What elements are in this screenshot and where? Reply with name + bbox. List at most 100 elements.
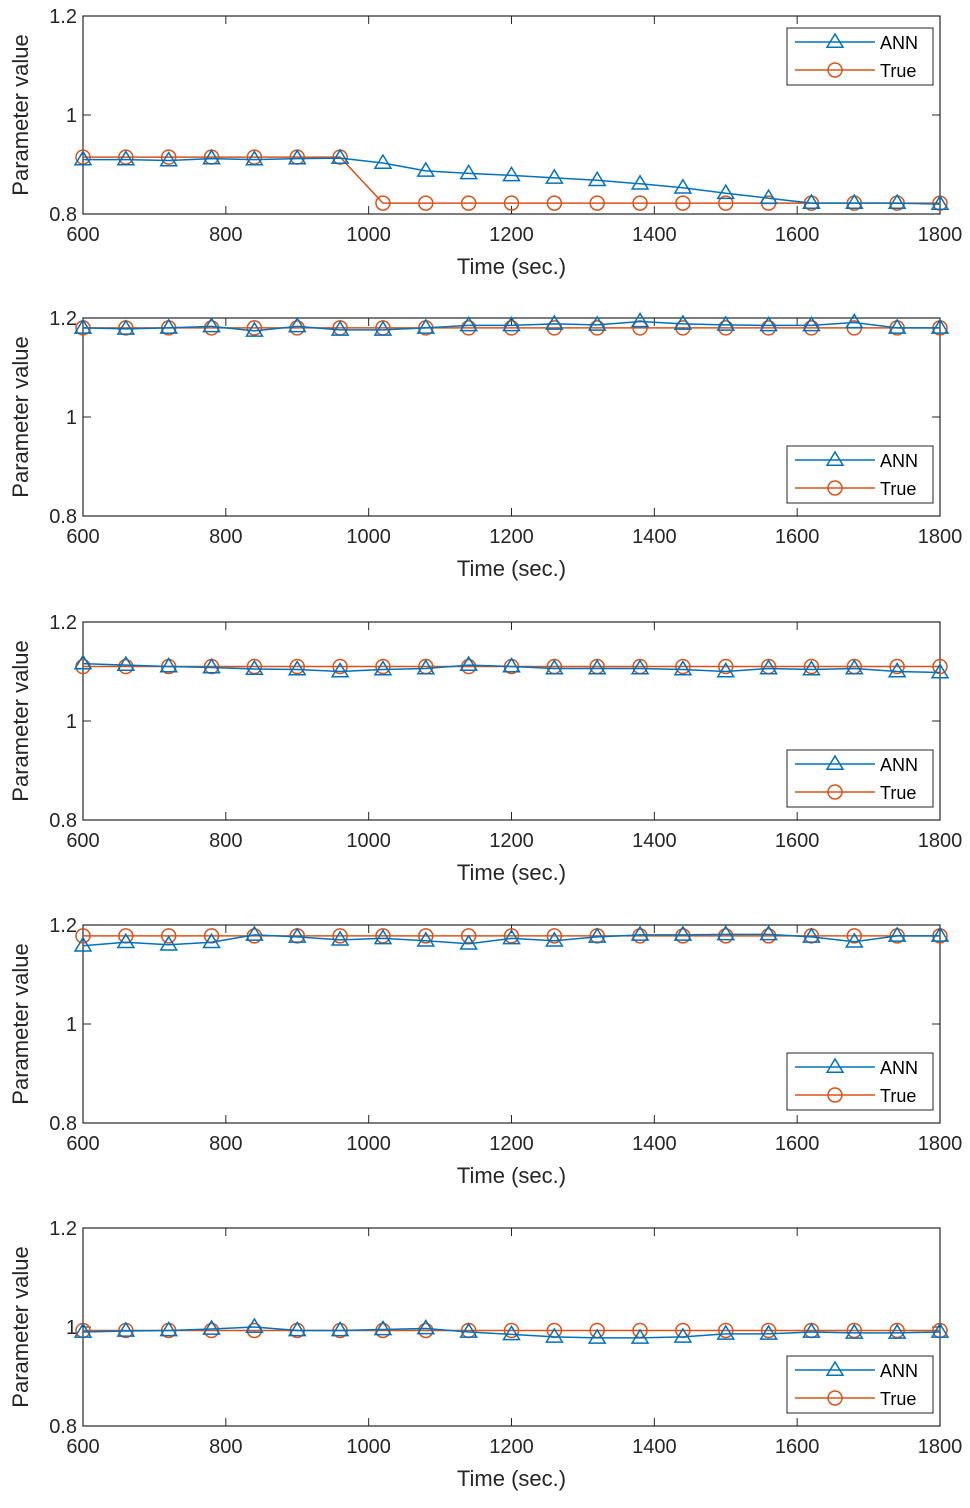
- ann-point: [416, 161, 436, 177]
- ann-point: [373, 928, 393, 945]
- y-axis-label: Parameter value: [8, 640, 33, 801]
- x-tick-label: 1000: [346, 526, 391, 548]
- y-tick-label: 1.2: [49, 915, 77, 937]
- x-tick-label: 1000: [346, 224, 391, 246]
- ann-point: [159, 935, 179, 951]
- ann-point: [887, 318, 907, 334]
- ann-point: [73, 654, 93, 670]
- x-axis-label: Time (sec.): [457, 254, 566, 279]
- legend-box: [786, 1052, 934, 1111]
- true-point: [203, 320, 220, 336]
- ann-point: [159, 151, 179, 167]
- true-point: [246, 320, 263, 336]
- true-point: [332, 658, 348, 675]
- ann-point: [502, 657, 521, 673]
- ann-point: [930, 926, 950, 942]
- ann-point: [802, 193, 821, 210]
- x-tick-label: 1200: [489, 1436, 534, 1458]
- ann-point: [459, 315, 478, 332]
- ann-point: [844, 313, 864, 329]
- legend-true-marker: [827, 62, 843, 78]
- ann-point: [416, 931, 436, 947]
- ann-point: [759, 659, 778, 675]
- true-point: [375, 1322, 391, 1339]
- true-point: [718, 658, 734, 675]
- ann-point: [459, 163, 478, 180]
- ann-point: [759, 188, 778, 205]
- ann-point: [759, 924, 778, 941]
- x-tick-label: 600: [66, 1436, 99, 1458]
- ann-point: [245, 321, 264, 337]
- series-ann: [73, 148, 950, 211]
- legend-ann-label: ANN: [880, 1361, 918, 1381]
- legend-true-marker: [827, 1087, 843, 1103]
- legend-true-label: True: [880, 61, 916, 81]
- true-point: [418, 928, 434, 944]
- ann-point: [202, 932, 221, 949]
- ann-point: [245, 659, 264, 675]
- ann-point: [330, 1321, 350, 1337]
- ann-point: [116, 655, 136, 672]
- ann-point: [416, 659, 436, 675]
- true-point: [160, 149, 177, 165]
- ann-point: [287, 1321, 307, 1337]
- ann-point: [373, 660, 393, 676]
- ann-line: [82, 662, 941, 674]
- series-ann: [73, 654, 950, 679]
- ann-point: [545, 314, 564, 330]
- x-tick-label: 1200: [489, 224, 534, 246]
- x-tick-label: 600: [66, 1133, 99, 1155]
- legend: ANN True: [786, 27, 934, 86]
- ann-point: [587, 659, 607, 675]
- legend-ann-label: ANN: [880, 755, 918, 775]
- true-point: [118, 658, 134, 675]
- legend-true-label: True: [880, 1389, 916, 1409]
- subplot-3: 600 800 1000 1200 1400 1600 1800 0.8 1 1.2 Time (s…: [8, 612, 962, 885]
- ann-point: [759, 1324, 778, 1340]
- x-tick-label: 600: [66, 830, 99, 852]
- x-tick-label: 800: [209, 1133, 242, 1155]
- legend-true-marker: [827, 480, 843, 496]
- true-point: [589, 195, 605, 211]
- true-point: [375, 658, 391, 675]
- ann-line: [82, 933, 940, 947]
- legend: ANN True: [786, 1052, 934, 1111]
- ann-point: [202, 1319, 221, 1335]
- ann-point: [587, 315, 607, 331]
- ann-point: [930, 1322, 950, 1338]
- ann-point: [844, 1323, 864, 1339]
- series-ann: [73, 1317, 950, 1344]
- y-tick-label: 0.8: [49, 810, 77, 832]
- ann-point: [630, 925, 650, 941]
- subplot-4: 600 800 1000 1200 1400 1600 1800 0.8 1 1.2 Time (s…: [8, 915, 962, 1188]
- ann-point: [673, 314, 693, 330]
- x-axis-label: Time (sec.): [457, 556, 566, 581]
- ann-point: [716, 315, 736, 331]
- true-point: [760, 928, 777, 944]
- ann-point: [716, 924, 736, 941]
- ann-point: [587, 1328, 607, 1344]
- y-tick-label: 0.8: [49, 1416, 77, 1438]
- true-point: [718, 195, 734, 211]
- x-tick-label: 1000: [346, 830, 391, 852]
- true-point: [760, 1322, 777, 1339]
- ann-point: [502, 928, 521, 945]
- x-tick-label: 1200: [489, 526, 534, 548]
- ann-point: [202, 316, 221, 333]
- legend-true-label: True: [880, 1086, 916, 1106]
- x-tick-label: 1800: [918, 224, 963, 246]
- ann-point: [416, 318, 436, 334]
- true-point: [203, 1322, 220, 1339]
- true-point: [546, 195, 563, 211]
- true-point: [375, 195, 391, 211]
- ann-point: [587, 170, 607, 187]
- legend-box: [786, 27, 934, 86]
- x-tick-label: 1800: [918, 830, 963, 852]
- subplot-5: 600 800 1000 1200 1400 1600 1800 0.8 1 1.2 Time (s…: [8, 1218, 962, 1491]
- y-tick-label: 0.8: [49, 204, 77, 226]
- ann-point: [330, 930, 350, 946]
- ann-point: [545, 931, 564, 947]
- x-tick-label: 1000: [346, 1133, 391, 1155]
- series-ann: [73, 312, 950, 337]
- ann-point: [630, 1328, 650, 1344]
